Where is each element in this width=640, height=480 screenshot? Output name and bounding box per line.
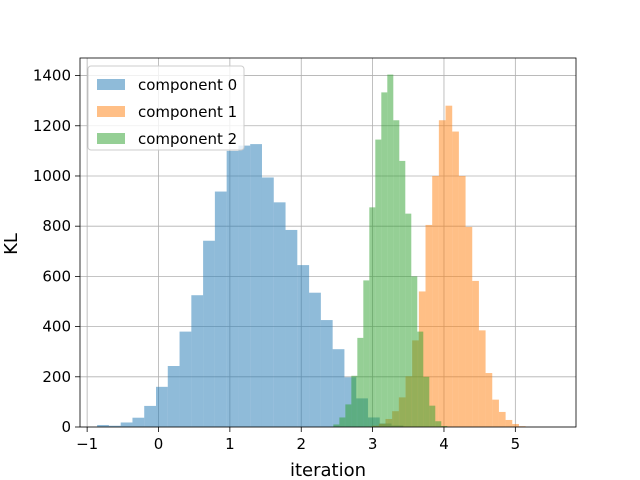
y-tick-label: 400 — [42, 318, 71, 336]
histogram-bar-series-0 — [97, 424, 109, 427]
histogram-bar-series-1 — [438, 120, 446, 428]
x-tick-label: 4 — [439, 435, 449, 453]
histogram-bar-series-2 — [387, 74, 394, 427]
histogram-bar-series-1 — [505, 419, 513, 427]
histogram-bar-series-0 — [238, 145, 251, 427]
histogram-bar-series-1 — [432, 175, 439, 427]
histogram-bar-series-2 — [441, 425, 448, 427]
x-tick-label: 5 — [511, 435, 521, 453]
x-tick-label: 3 — [368, 435, 378, 453]
histogram-bar-series-2 — [423, 376, 430, 427]
legend-box — [87, 65, 245, 151]
histogram-bar-series-2 — [375, 139, 382, 427]
histogram-bar-series-1 — [425, 224, 433, 427]
histogram-bar-series-0 — [344, 377, 357, 427]
histogram-bar-series-2 — [381, 92, 388, 427]
x-axis-label: iteration — [290, 460, 366, 480]
y-tick-label: 600 — [42, 267, 71, 285]
histogram-bar-series-0 — [332, 349, 345, 427]
histogram-bar-series-0 — [226, 150, 239, 427]
legend-entry-label: component 2 — [138, 130, 237, 148]
y-tick-label: 0 — [61, 418, 71, 436]
y-tick-label: 1200 — [33, 117, 71, 135]
histogram-bar-series-2 — [345, 404, 352, 427]
histogram-bar-series-0 — [297, 265, 310, 427]
histogram-bar-series-0 — [261, 177, 274, 427]
x-tick-label: −1 — [76, 435, 98, 453]
histogram-bar-series-2 — [429, 405, 436, 427]
x-tick-label: 2 — [296, 435, 306, 453]
histogram-bar-series-2 — [357, 337, 364, 427]
histogram-bar-series-0 — [132, 417, 145, 427]
histogram-bar-series-1 — [485, 373, 493, 427]
histogram-bar-series-0 — [108, 425, 121, 427]
histogram-bar-series-1 — [445, 105, 453, 427]
x-tick-label: 0 — [154, 435, 164, 453]
histogram-bar-series-0 — [144, 405, 157, 427]
histogram-bar-series-0 — [309, 292, 321, 427]
histogram-bar-series-0 — [320, 320, 333, 427]
histogram-bar-series-0 — [167, 366, 180, 427]
histogram-bar-series-2 — [405, 213, 412, 427]
legend: component 0 component 1 component 2 — [87, 65, 245, 151]
histogram-bar-series-0 — [156, 386, 168, 427]
histogram-bar-series-1 — [498, 411, 506, 427]
histogram-bar-series-1 — [512, 423, 519, 427]
histogram-bar-series-2 — [435, 421, 442, 427]
histogram-bar-series-0 — [203, 240, 215, 427]
histogram-bar-series-2 — [339, 417, 346, 427]
y-tick-label: 800 — [42, 217, 71, 235]
y-tick-label: 1000 — [33, 167, 71, 185]
histogram-bar-series-0 — [273, 202, 286, 427]
bars — [97, 74, 526, 428]
legend-entry-label: component 0 — [138, 76, 237, 94]
histogram-bar-series-2 — [333, 424, 340, 427]
histogram-bar-series-1 — [478, 330, 486, 427]
legend-swatch — [97, 133, 125, 144]
y-axis-label: KL — [1, 233, 22, 255]
histogram-bar-series-0 — [120, 422, 133, 427]
histogram-bar-series-0 — [179, 331, 192, 427]
histogram-bar-series-0 — [250, 144, 262, 427]
histogram-bar-series-2 — [417, 331, 424, 427]
histogram-bar-series-1 — [465, 226, 473, 427]
histogram-bar-series-2 — [411, 276, 418, 427]
histogram-bar-series-1 — [492, 399, 499, 427]
legend-swatch — [97, 79, 125, 90]
histogram-bar-series-0 — [285, 229, 298, 427]
legend-entry-label: component 1 — [138, 103, 237, 121]
plot-frame — [79, 57, 577, 428]
histogram-bar-series-0 — [191, 295, 204, 427]
histogram-bar-series-2 — [399, 160, 406, 427]
histogram-bar-series-1 — [452, 131, 459, 427]
histogram-bar-series-2 — [363, 280, 370, 427]
x-tick-label: 1 — [225, 435, 235, 453]
y-tick-label: 200 — [42, 368, 71, 386]
histogram-bar-series-0 — [214, 191, 227, 427]
legend-swatch — [97, 106, 125, 117]
y-tick-label: 1400 — [33, 67, 71, 85]
histogram-bar-series-2 — [351, 375, 358, 427]
histogram-bar-series-2 — [369, 207, 376, 427]
axes: −1 0 1 2 3 4 5 0 200 400 600 800 1000 1200 1400 — [33, 57, 577, 453]
histogram-bar-series-1 — [458, 175, 466, 427]
histogram-bar-series-2 — [393, 120, 400, 428]
histogram-bar-series-1 — [472, 280, 479, 427]
